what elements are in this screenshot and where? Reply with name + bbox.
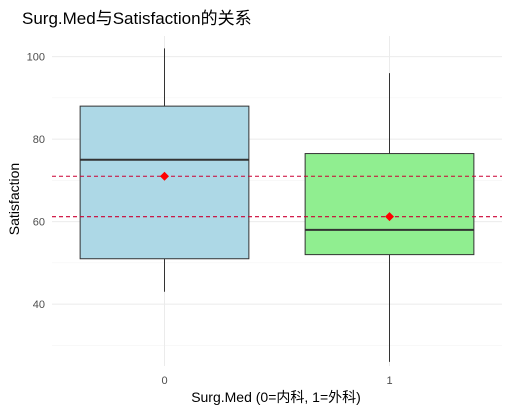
mean-marker bbox=[385, 212, 394, 222]
y-axis-label: Satisfaction bbox=[6, 163, 22, 235]
box-group-1 bbox=[304, 73, 475, 362]
box-group-0 bbox=[79, 48, 250, 292]
box-body bbox=[79, 105, 250, 260]
tick-labels: 40 60 80 100 0 1 bbox=[27, 52, 393, 387]
chart-title: Surg.Med与Satisfaction的关系 bbox=[22, 9, 252, 28]
x-tick-label: 1 bbox=[386, 375, 392, 387]
x-tick-label: 0 bbox=[161, 375, 167, 387]
y-tick-label: 100 bbox=[27, 52, 45, 64]
reference-lines bbox=[52, 175, 502, 218]
mean-marker bbox=[160, 171, 169, 181]
y-tick-label: 80 bbox=[33, 134, 45, 146]
y-tick-label: 40 bbox=[33, 299, 45, 311]
y-tick-label: 60 bbox=[33, 217, 45, 229]
boxes bbox=[79, 48, 475, 362]
x-axis-label: Surg.Med (0=内科, 1=外科) bbox=[191, 389, 361, 405]
box-body bbox=[304, 153, 475, 256]
mean-markers bbox=[160, 171, 394, 222]
